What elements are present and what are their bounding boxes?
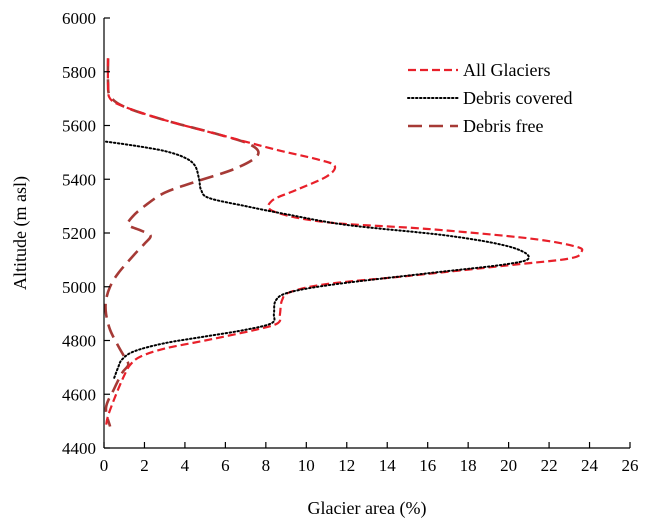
plot-area [104,58,584,427]
x-tick-label: 4 [181,456,190,475]
legend-label-all-glaciers: All Glaciers [463,60,550,80]
legend-label-debris-free: Debris free [463,116,543,136]
x-tick-label: 24 [581,456,599,475]
legend-label-debris-covered: Debris covered [463,88,572,108]
series-line-debris-free [104,58,260,427]
y-tick-label: 4800 [62,332,96,351]
y-tick-label: 5200 [62,224,96,243]
y-axis-title: Altitude (m asl) [10,176,31,290]
x-tick-label: 12 [338,456,355,475]
series-line-all-glaciers [104,58,584,427]
y-tick-label: 5400 [62,170,96,189]
x-tick-label: 14 [379,456,397,475]
x-tick-label: 16 [419,456,436,475]
x-tick-label: 6 [221,456,230,475]
x-tick-label: 18 [460,456,477,475]
legend: All Glaciers Debris covered Debris free [407,60,572,136]
x-tick-label: 26 [622,456,639,475]
y-tick-label: 6000 [62,9,96,28]
x-tick-label: 8 [262,456,271,475]
y-tick-label: 5600 [62,117,96,136]
x-tick-label: 22 [541,456,558,475]
x-axis-title: Glacier area (%) [308,498,427,519]
y-tick-label: 5800 [62,63,96,82]
x-tick-label: 2 [140,456,149,475]
series-line-debris-covered [105,140,530,380]
y-tick-label: 4400 [62,439,96,458]
x-tick-label: 0 [100,456,109,475]
x-tick-label: 10 [298,456,315,475]
y-tick-label: 4600 [62,385,96,404]
x-tick-label: 20 [500,456,517,475]
y-tick-label: 5000 [62,278,96,297]
